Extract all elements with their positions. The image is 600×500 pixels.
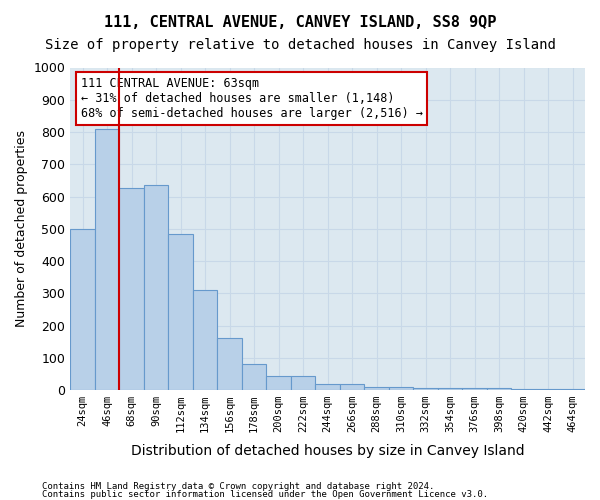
Bar — [463, 388, 487, 390]
Text: Size of property relative to detached houses in Canvey Island: Size of property relative to detached ho… — [44, 38, 556, 52]
Bar — [242, 364, 266, 390]
Bar — [169, 234, 193, 390]
X-axis label: Distribution of detached houses by size in Canvey Island: Distribution of detached houses by size … — [131, 444, 524, 458]
Bar — [193, 290, 217, 390]
Bar — [389, 388, 413, 390]
Bar — [291, 376, 316, 390]
Bar — [316, 384, 340, 390]
Bar — [266, 376, 291, 390]
Text: 111, CENTRAL AVENUE, CANVEY ISLAND, SS8 9QP: 111, CENTRAL AVENUE, CANVEY ISLAND, SS8 … — [104, 15, 496, 30]
Bar — [144, 185, 169, 390]
Bar — [364, 387, 389, 390]
Bar — [487, 388, 511, 390]
Text: 111 CENTRAL AVENUE: 63sqm
← 31% of detached houses are smaller (1,148)
68% of se: 111 CENTRAL AVENUE: 63sqm ← 31% of detac… — [80, 77, 422, 120]
Bar — [340, 384, 364, 390]
Bar — [413, 388, 438, 390]
Text: Contains public sector information licensed under the Open Government Licence v3: Contains public sector information licen… — [42, 490, 488, 499]
Y-axis label: Number of detached properties: Number of detached properties — [15, 130, 28, 328]
Bar — [119, 188, 144, 390]
Bar — [70, 229, 95, 390]
Bar — [511, 388, 536, 390]
Text: Contains HM Land Registry data © Crown copyright and database right 2024.: Contains HM Land Registry data © Crown c… — [42, 482, 434, 491]
Bar — [438, 388, 463, 390]
Bar — [217, 338, 242, 390]
Bar — [536, 389, 560, 390]
Bar — [95, 129, 119, 390]
